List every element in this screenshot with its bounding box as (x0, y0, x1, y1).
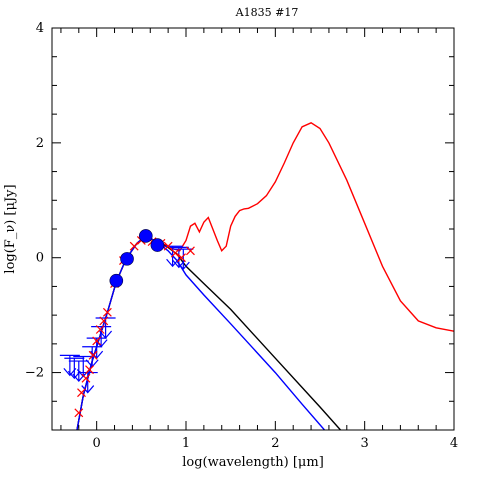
cross-marker-2 (81, 373, 91, 383)
upper-limit-8 (95, 317, 116, 339)
chart-title: A1835 #17 (235, 6, 299, 19)
series-line-1 (76, 235, 342, 430)
cross-marker-6 (95, 325, 105, 334)
cross-stroke-b (95, 325, 105, 334)
series-line-2 (76, 235, 326, 430)
cross-stroke-b (163, 241, 173, 251)
y-tick-label-0: −2 (25, 366, 44, 381)
cross-marker-16 (170, 248, 180, 258)
cross-stroke-b (186, 246, 195, 256)
detection-point-3 (150, 238, 165, 252)
detection-point-1 (120, 252, 134, 266)
detection-point-2 (139, 229, 153, 243)
cross-marker-5 (92, 336, 102, 346)
y-axis-label: log(F_ν) [μJy] (3, 184, 18, 273)
cross-stroke-b (88, 350, 98, 360)
cross-marker-11 (129, 241, 139, 251)
marker-layer (59, 229, 195, 418)
y-tick-label-2: 2 (36, 136, 44, 151)
series-layer (76, 122, 454, 430)
cross-stroke-b (92, 336, 102, 346)
detection-point-0 (109, 273, 124, 288)
cross-stroke-b (102, 307, 112, 317)
series-line-0 (76, 122, 454, 430)
cross-marker-8 (102, 307, 112, 317)
x-tick-label-1: 1 (182, 436, 190, 451)
x-tick-label-3: 3 (361, 436, 369, 451)
cross-marker-4 (88, 350, 98, 360)
cross-stroke-b (81, 373, 91, 383)
cross-marker-0 (74, 408, 84, 418)
upper-limit-arrow (166, 258, 180, 268)
upper-limit-arrow (176, 261, 190, 271)
y-tick-label-3: 4 (36, 21, 44, 36)
cross-stroke-b (170, 248, 180, 258)
cross-stroke-b (74, 408, 84, 418)
upper-limit-arrow (99, 330, 113, 339)
upper-limit-arrow (81, 385, 95, 394)
cross-marker-3 (85, 365, 94, 375)
upper-limit-4 (77, 371, 98, 394)
plot-frame (51, 27, 455, 431)
cross-stroke-b (177, 253, 186, 263)
cross-marker-18 (186, 246, 195, 256)
cross-marker-17 (177, 253, 186, 263)
x-tick-label-2: 2 (271, 436, 279, 451)
cross-marker-15 (163, 241, 173, 251)
cross-stroke-b (129, 241, 139, 251)
x-tick-label-0: 0 (93, 436, 101, 451)
tick-layer: 0 1 2 3 4 −2 0 2 4 (25, 21, 458, 451)
cross-marker-7 (99, 316, 109, 326)
cross-stroke-b (99, 316, 109, 326)
x-axis-label: log(wavelength) [μm] (182, 455, 324, 470)
cross-stroke-b (85, 365, 94, 375)
cross-stroke-b (77, 388, 86, 398)
y-tick-label-1: 0 (36, 251, 44, 266)
x-tick-label-4: 4 (450, 436, 458, 451)
cross-marker-1 (77, 388, 86, 398)
